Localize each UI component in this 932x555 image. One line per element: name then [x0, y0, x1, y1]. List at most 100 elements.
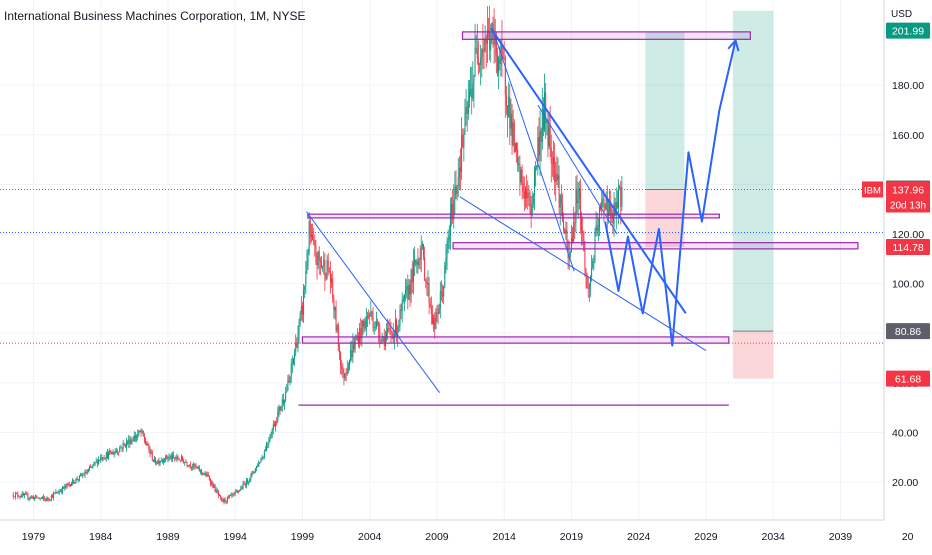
- candle-body: [475, 48, 476, 76]
- candle-body: [114, 453, 115, 455]
- candle-body: [414, 260, 415, 263]
- candle-body: [48, 498, 49, 499]
- candle-body: [210, 480, 211, 483]
- candle-body: [401, 309, 402, 310]
- candle-body: [120, 448, 121, 449]
- candle-body: [468, 102, 469, 114]
- candle-body: [299, 322, 300, 335]
- time-tick-label: 1984: [89, 531, 113, 543]
- candle-body: [329, 271, 330, 272]
- candle-body: [195, 467, 196, 468]
- candle-body: [614, 203, 615, 225]
- candle-body: [70, 484, 71, 485]
- candle-body: [587, 276, 588, 289]
- candle-body: [551, 148, 552, 164]
- candle-body: [459, 168, 460, 177]
- candle-body: [439, 308, 440, 314]
- candle-body: [328, 260, 329, 270]
- candle-body: [536, 165, 537, 167]
- candle-body: [152, 452, 153, 460]
- candle-body: [191, 467, 192, 468]
- candle-body: [321, 262, 322, 268]
- candle-body: [285, 392, 286, 401]
- candle-body: [566, 230, 567, 243]
- candle-body: [268, 441, 269, 443]
- candle-body: [447, 248, 448, 258]
- candle-body: [202, 472, 203, 474]
- candle-body: [235, 492, 236, 493]
- candle-body: [310, 221, 311, 237]
- candle-body: [479, 64, 480, 65]
- candle-body: [208, 474, 209, 476]
- candle-body: [130, 441, 131, 445]
- candle-body: [146, 443, 147, 445]
- candle-body: [58, 493, 59, 494]
- candle-body: [488, 30, 489, 31]
- candle-body: [434, 318, 435, 329]
- candle-body: [193, 464, 194, 467]
- candle-body: [247, 480, 248, 483]
- candle-body: [156, 463, 157, 464]
- candle-body: [175, 458, 176, 459]
- candle-body: [133, 440, 134, 441]
- candle-body: [236, 491, 237, 492]
- candle-body: [572, 238, 573, 242]
- trend-line[interactable]: [306, 212, 439, 393]
- candle-body: [593, 260, 594, 261]
- price-tick-label: 100.00: [892, 279, 924, 291]
- candle-body: [28, 498, 29, 499]
- candle-body: [351, 350, 352, 357]
- candle-body: [203, 474, 204, 475]
- candle-body: [485, 40, 486, 52]
- candle-body: [588, 288, 589, 289]
- candle-body: [324, 260, 325, 279]
- candle-body: [392, 332, 393, 333]
- candle-body: [535, 168, 536, 171]
- time-tick-label: 1994: [224, 531, 248, 543]
- candle-body: [126, 442, 127, 447]
- time-tick-label: 2034: [762, 531, 786, 543]
- candle-body: [325, 279, 326, 280]
- candle-body: [407, 286, 408, 300]
- time-tick-label: 2029: [694, 531, 718, 543]
- candle-body: [231, 494, 232, 495]
- candle-body: [24, 494, 25, 495]
- candle-body: [509, 97, 510, 128]
- candle-body: [275, 422, 276, 427]
- candle-body: [110, 451, 111, 454]
- candle-body: [59, 491, 60, 493]
- candle-body: [240, 488, 241, 491]
- candle-body: [411, 269, 412, 294]
- candle-body: [172, 455, 173, 459]
- candle-body: [471, 89, 472, 98]
- candle-body: [306, 263, 307, 271]
- horizontal-zone[interactable]: [308, 214, 720, 218]
- candle-body: [311, 235, 312, 238]
- candle-body: [561, 195, 562, 205]
- candle-body: [591, 267, 592, 276]
- candle-body: [528, 193, 529, 194]
- candle-body: [618, 188, 619, 208]
- candle-body: [157, 460, 158, 463]
- candle-body: [280, 407, 281, 410]
- trend-line[interactable]: [495, 36, 574, 272]
- candle-body: [440, 291, 441, 308]
- candle-body: [98, 460, 99, 464]
- candle-body: [213, 485, 214, 487]
- candle-body: [412, 269, 413, 282]
- candle-body: [443, 286, 444, 297]
- candle-body: [490, 38, 491, 50]
- candle-body: [402, 301, 403, 311]
- candle-body: [581, 218, 582, 232]
- horizontal-zone[interactable]: [302, 337, 728, 343]
- candle-body: [221, 498, 222, 500]
- candle-body: [197, 467, 198, 468]
- candle-body: [365, 321, 366, 329]
- horizontal-zone[interactable]: [463, 32, 751, 39]
- candle-body: [78, 479, 79, 480]
- currency-label: USD: [891, 9, 912, 20]
- candle-body: [257, 466, 258, 467]
- candle-body: [423, 244, 424, 257]
- candle-body: [52, 496, 53, 498]
